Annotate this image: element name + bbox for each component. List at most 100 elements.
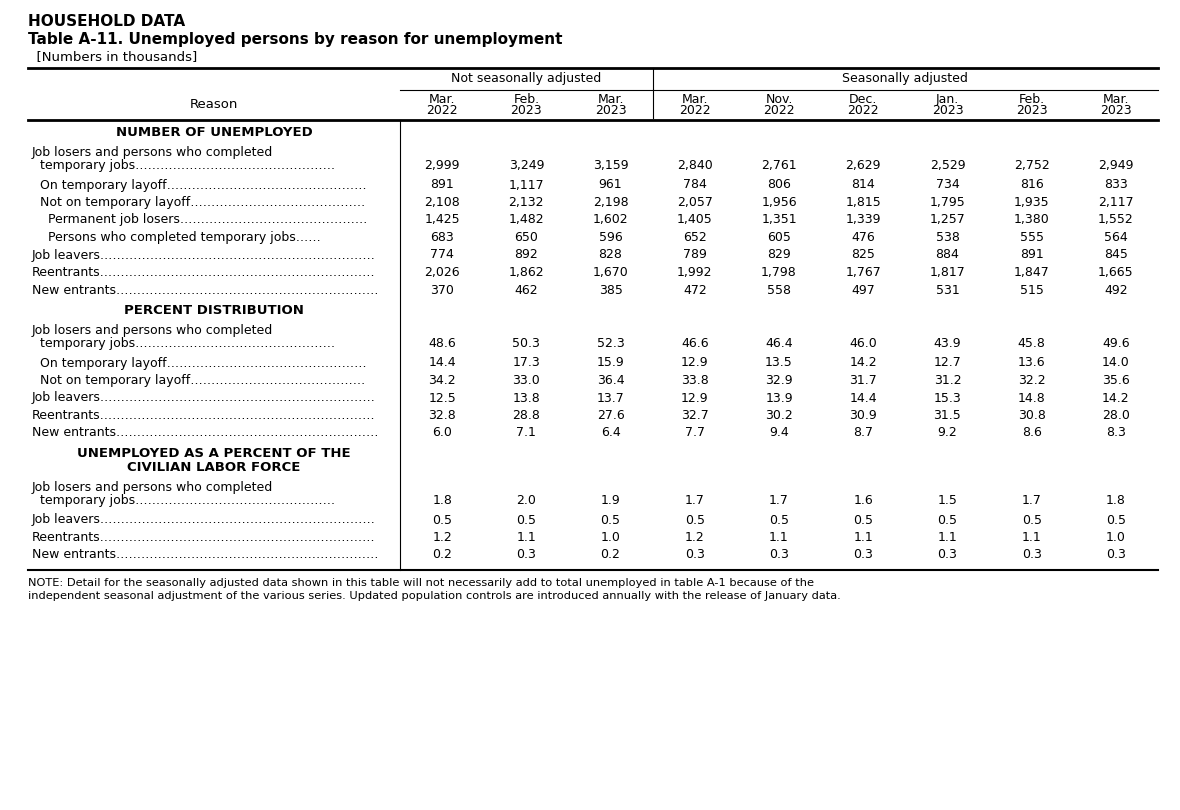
Text: 13.7: 13.7 (597, 391, 624, 404)
Text: Mar.: Mar. (597, 93, 624, 106)
Text: 683: 683 (431, 231, 454, 244)
Text: 1.7: 1.7 (769, 494, 789, 507)
Text: Reentrants…………………………………………………………: Reentrants………………………………………………………… (32, 531, 375, 544)
Text: 515: 515 (1020, 284, 1043, 296)
Text: 0.3: 0.3 (1106, 548, 1126, 561)
Text: 1.0: 1.0 (1106, 531, 1126, 544)
Text: 884: 884 (936, 249, 959, 262)
Text: 0.5: 0.5 (853, 514, 873, 526)
Text: Reentrants…………………………………………………………: Reentrants………………………………………………………… (32, 266, 375, 279)
Text: 31.5: 31.5 (933, 409, 962, 422)
Text: [Numbers in thousands]: [Numbers in thousands] (28, 50, 197, 63)
Text: 46.6: 46.6 (681, 337, 709, 350)
Text: Job leavers…………………………………………………………: Job leavers………………………………………………………… (32, 249, 376, 262)
Text: 2023: 2023 (511, 104, 542, 117)
Text: 28.0: 28.0 (1102, 409, 1129, 422)
Text: 1,117: 1,117 (509, 178, 544, 191)
Text: Reason: Reason (190, 98, 238, 111)
Text: 1,862: 1,862 (509, 266, 544, 279)
Text: 0.5: 0.5 (601, 514, 621, 526)
Text: 596: 596 (598, 231, 622, 244)
Text: 833: 833 (1104, 178, 1128, 191)
Text: 1.1: 1.1 (853, 531, 873, 544)
Text: 36.4: 36.4 (597, 374, 624, 387)
Text: Dec.: Dec. (850, 93, 878, 106)
Text: 2,108: 2,108 (425, 196, 460, 209)
Text: Not seasonally adjusted: Not seasonally adjusted (451, 72, 602, 85)
Text: 492: 492 (1104, 284, 1128, 296)
Text: Job losers and persons who completed: Job losers and persons who completed (32, 481, 274, 494)
Text: 30.2: 30.2 (765, 409, 793, 422)
Text: 605: 605 (767, 231, 791, 244)
Text: 30.8: 30.8 (1017, 409, 1045, 422)
Text: 891: 891 (431, 178, 454, 191)
Text: 472: 472 (683, 284, 707, 296)
Text: 0.3: 0.3 (769, 548, 789, 561)
Text: 1.9: 1.9 (601, 494, 621, 507)
Text: 8.6: 8.6 (1022, 427, 1042, 440)
Text: 1,815: 1,815 (845, 196, 881, 209)
Text: 531: 531 (936, 284, 959, 296)
Text: 9.2: 9.2 (938, 427, 957, 440)
Text: 0.5: 0.5 (432, 514, 452, 526)
Text: 385: 385 (598, 284, 623, 296)
Text: Feb.: Feb. (1018, 93, 1044, 106)
Text: 1,992: 1,992 (677, 266, 713, 279)
Text: 6.4: 6.4 (601, 427, 621, 440)
Text: 1.8: 1.8 (1106, 494, 1126, 507)
Text: 1.0: 1.0 (601, 531, 621, 544)
Text: 1.6: 1.6 (853, 494, 873, 507)
Text: 31.7: 31.7 (850, 374, 877, 387)
Text: Job leavers…………………………………………………………: Job leavers………………………………………………………… (32, 391, 376, 404)
Text: 8.7: 8.7 (853, 427, 873, 440)
Text: Job losers and persons who completed: Job losers and persons who completed (32, 324, 274, 337)
Text: Mar.: Mar. (428, 93, 455, 106)
Text: 0.3: 0.3 (937, 548, 957, 561)
Text: New entrants………………………………………………………: New entrants……………………………………………………… (32, 284, 379, 296)
Text: 0.2: 0.2 (601, 548, 621, 561)
Text: 3,159: 3,159 (592, 159, 629, 172)
Text: 789: 789 (683, 249, 707, 262)
Text: 50.3: 50.3 (512, 337, 540, 350)
Text: 2,949: 2,949 (1099, 159, 1134, 172)
Text: 0.3: 0.3 (853, 548, 873, 561)
Text: Reentrants…………………………………………………………: Reentrants………………………………………………………… (32, 409, 375, 422)
Text: New entrants………………………………………………………: New entrants……………………………………………………… (32, 548, 379, 561)
Text: 1.5: 1.5 (937, 494, 957, 507)
Text: 7.7: 7.7 (684, 427, 704, 440)
Text: Not on temporary layoff……………………………………: Not on temporary layoff…………………………………… (32, 196, 366, 209)
Text: 0.3: 0.3 (517, 548, 536, 561)
Text: 32.7: 32.7 (681, 409, 709, 422)
Text: 13.8: 13.8 (512, 391, 540, 404)
Text: 2,840: 2,840 (677, 159, 713, 172)
Text: 13.6: 13.6 (1018, 356, 1045, 369)
Text: 806: 806 (767, 178, 791, 191)
Text: 1,847: 1,847 (1014, 266, 1049, 279)
Text: Job leavers…………………………………………………………: Job leavers………………………………………………………… (32, 514, 376, 526)
Text: 2,752: 2,752 (1014, 159, 1049, 172)
Text: Table A-11. Unemployed persons by reason for unemployment: Table A-11. Unemployed persons by reason… (28, 32, 563, 47)
Text: 829: 829 (767, 249, 791, 262)
Text: Job losers and persons who completed: Job losers and persons who completed (32, 146, 274, 159)
Text: 14.4: 14.4 (850, 391, 877, 404)
Text: 1.1: 1.1 (769, 531, 789, 544)
Text: Mar.: Mar. (682, 93, 708, 106)
Text: 1.8: 1.8 (432, 494, 452, 507)
Text: Not on temporary layoff……………………………………: Not on temporary layoff…………………………………… (32, 374, 366, 387)
Text: 12.9: 12.9 (681, 391, 709, 404)
Text: 46.0: 46.0 (850, 337, 877, 350)
Text: Jan.: Jan. (936, 93, 959, 106)
Text: 2,132: 2,132 (509, 196, 544, 209)
Text: 1,798: 1,798 (761, 266, 796, 279)
Text: 12.9: 12.9 (681, 356, 709, 369)
Text: 1.1: 1.1 (938, 531, 957, 544)
Text: 52.3: 52.3 (597, 337, 624, 350)
Text: 1,552: 1,552 (1099, 214, 1134, 227)
Text: 9.4: 9.4 (769, 427, 789, 440)
Text: 49.6: 49.6 (1102, 337, 1129, 350)
Text: 1,817: 1,817 (930, 266, 965, 279)
Text: 2,761: 2,761 (761, 159, 796, 172)
Text: 0.3: 0.3 (1022, 548, 1042, 561)
Text: CIVILIAN LABOR FORCE: CIVILIAN LABOR FORCE (127, 461, 301, 474)
Text: 652: 652 (683, 231, 707, 244)
